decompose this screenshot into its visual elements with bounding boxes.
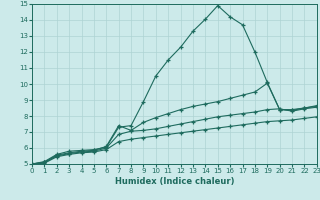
X-axis label: Humidex (Indice chaleur): Humidex (Indice chaleur) xyxy=(115,177,234,186)
